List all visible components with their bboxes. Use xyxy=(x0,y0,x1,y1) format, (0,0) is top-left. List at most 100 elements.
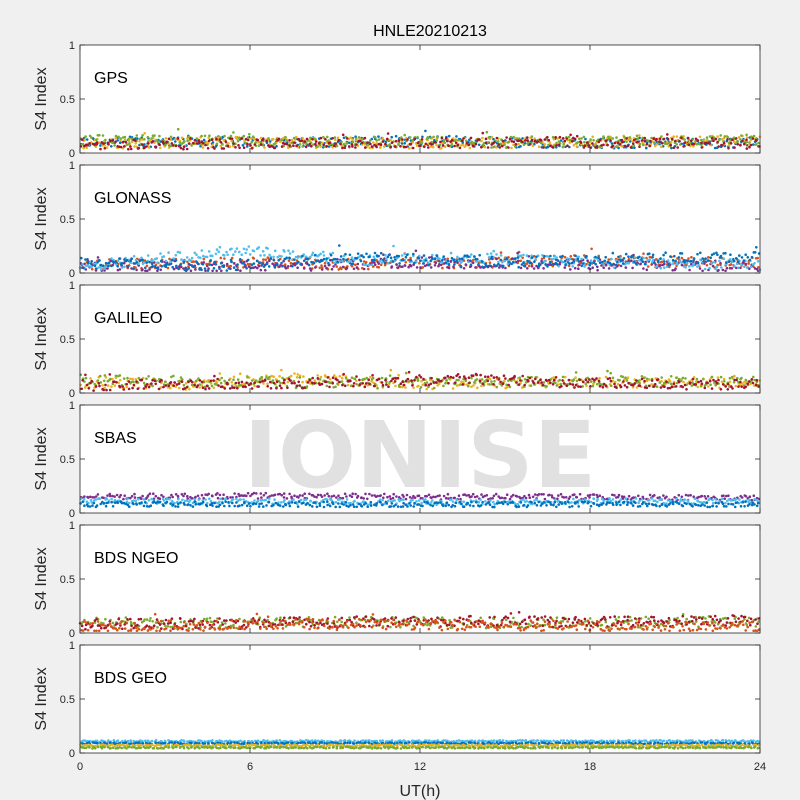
data-point xyxy=(565,384,569,388)
data-point xyxy=(385,383,388,386)
data-point xyxy=(440,136,444,140)
data-point xyxy=(556,263,559,266)
data-point xyxy=(732,136,736,139)
data-point xyxy=(210,384,214,388)
data-point xyxy=(699,251,702,255)
data-point xyxy=(736,140,739,143)
data-point xyxy=(375,139,379,142)
data-point xyxy=(611,251,615,255)
data-point xyxy=(182,383,186,387)
data-point xyxy=(313,253,317,257)
data-point xyxy=(82,146,85,150)
data-point xyxy=(643,140,647,143)
data-point xyxy=(252,257,256,260)
data-point xyxy=(328,141,332,144)
data-point xyxy=(591,135,594,139)
data-point xyxy=(368,255,371,259)
data-point xyxy=(104,138,107,142)
data-point xyxy=(296,266,299,270)
data-point xyxy=(292,144,295,147)
data-point xyxy=(460,380,463,384)
data-point xyxy=(246,258,250,262)
data-point xyxy=(648,499,651,502)
data-point xyxy=(474,257,478,261)
data-point xyxy=(122,377,126,380)
data-point xyxy=(433,257,437,261)
data-point xyxy=(129,377,132,381)
data-point xyxy=(136,387,140,391)
data-point xyxy=(488,383,492,386)
data-point xyxy=(667,259,670,262)
data-point xyxy=(698,135,702,139)
data-point xyxy=(683,498,686,501)
data-point xyxy=(308,492,311,496)
data-point xyxy=(432,386,436,390)
data-point xyxy=(232,131,235,134)
data-point xyxy=(703,267,707,271)
data-point xyxy=(204,498,207,501)
data-point xyxy=(479,373,482,377)
data-point xyxy=(571,265,574,268)
data-point xyxy=(298,139,302,143)
data-point xyxy=(499,254,503,257)
data-point xyxy=(206,143,209,147)
data-point xyxy=(622,378,626,381)
data-point xyxy=(83,138,86,142)
data-point xyxy=(131,386,134,390)
data-point xyxy=(238,504,241,508)
data-point xyxy=(514,142,518,146)
data-point xyxy=(232,378,235,382)
data-point xyxy=(695,377,699,381)
data-point xyxy=(735,378,738,382)
data-point xyxy=(151,140,155,143)
data-point xyxy=(214,252,218,256)
data-point xyxy=(201,386,205,390)
data-point xyxy=(125,143,129,146)
data-point xyxy=(475,378,479,381)
data-point xyxy=(137,376,141,380)
data-point xyxy=(264,258,268,262)
data-point xyxy=(223,504,226,508)
data-point xyxy=(310,253,314,257)
data-point xyxy=(643,136,647,140)
data-point xyxy=(243,139,246,143)
data-point xyxy=(402,383,406,387)
data-point xyxy=(505,383,508,387)
data-point xyxy=(717,145,720,148)
data-point xyxy=(84,135,87,138)
data-point xyxy=(453,260,456,264)
data-point xyxy=(392,244,395,248)
data-point xyxy=(656,378,660,381)
data-point xyxy=(422,377,425,381)
data-point xyxy=(452,265,455,269)
data-point xyxy=(452,258,456,262)
data-point xyxy=(589,261,592,265)
data-point xyxy=(613,382,616,386)
data-point xyxy=(114,136,118,140)
data-point xyxy=(280,493,284,497)
data-point xyxy=(268,253,271,257)
data-point xyxy=(209,379,213,383)
data-point xyxy=(495,376,499,379)
data-point xyxy=(697,264,701,267)
data-point xyxy=(225,250,228,254)
data-point xyxy=(285,497,289,500)
data-point xyxy=(373,261,376,264)
data-point xyxy=(591,384,595,388)
data-point xyxy=(476,259,479,263)
data-point xyxy=(725,261,728,265)
data-point xyxy=(623,384,627,387)
data-point xyxy=(551,135,555,139)
data-point xyxy=(648,144,651,148)
data-point xyxy=(709,383,712,387)
data-point xyxy=(402,495,405,498)
data-point xyxy=(592,261,595,265)
data-point xyxy=(255,266,259,270)
data-point xyxy=(615,145,618,148)
data-point xyxy=(354,492,357,496)
data-point xyxy=(364,492,367,496)
data-point xyxy=(218,138,222,141)
data-point xyxy=(164,143,167,147)
data-point xyxy=(179,376,183,379)
data-point xyxy=(602,266,605,270)
